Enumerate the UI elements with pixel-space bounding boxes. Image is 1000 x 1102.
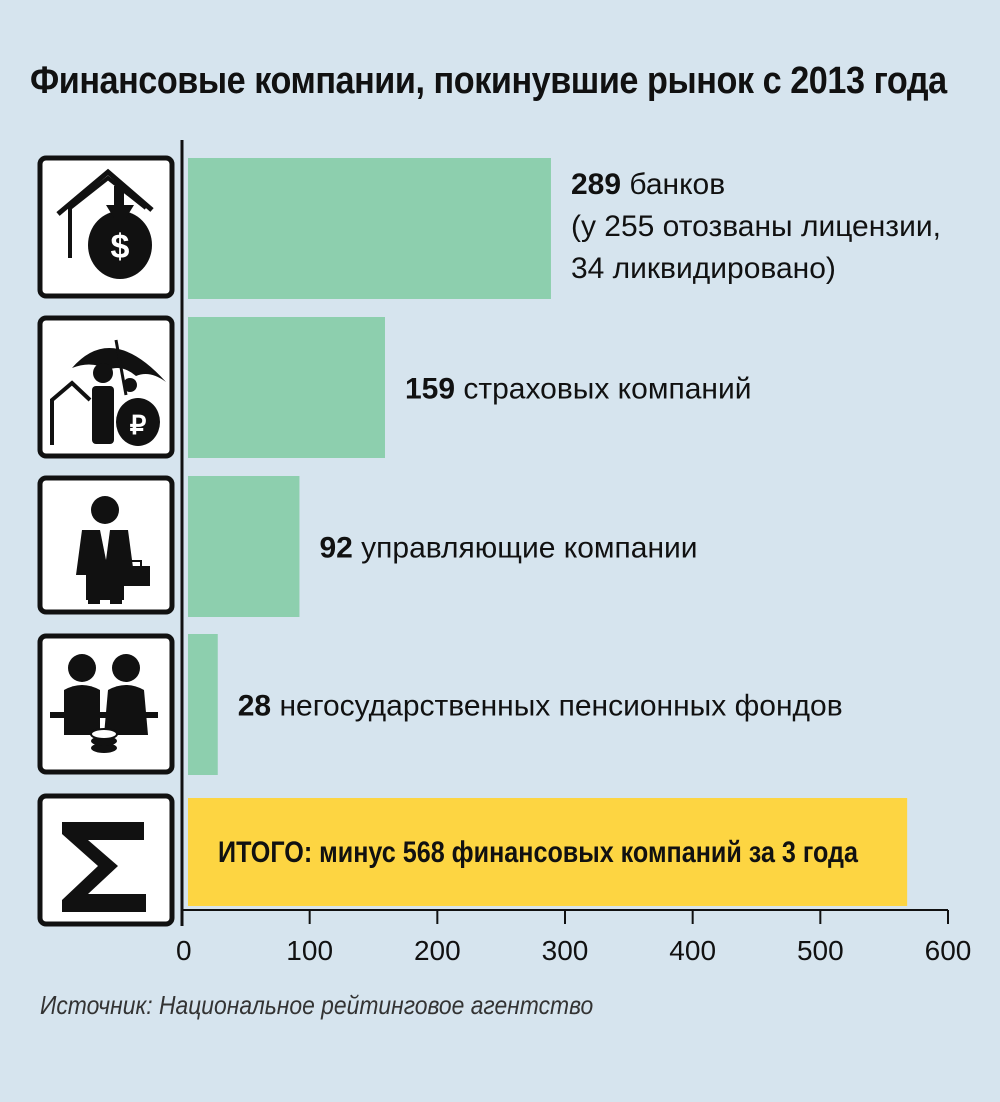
x-tick-label: 500 (797, 935, 844, 966)
total-bar (188, 798, 908, 906)
x-tick-label: 600 (925, 935, 972, 966)
svg-text:$: $ (111, 228, 130, 266)
svg-text:₽: ₽ (130, 410, 147, 440)
house-money-bag-icon: $ (37, 155, 175, 299)
total-label: ИТОГО: минус 568 финансовых компаний за … (218, 836, 858, 869)
x-tick-label: 0 (176, 935, 192, 966)
x-tick-label: 200 (414, 935, 461, 966)
chart-title: Финансовые компании, покинувшие рынок с … (30, 60, 947, 102)
source-note: Источник: Национальное рейтинговое агент… (40, 990, 594, 1020)
umbrella-family-icon: ₽ (37, 315, 175, 459)
bar (188, 634, 218, 775)
x-tick-label: 100 (286, 935, 333, 966)
businessman-briefcase-icon (37, 475, 175, 615)
data-label-note: 34 ликвидировано) (571, 252, 836, 285)
data-label: 92 управляющие компании (319, 532, 697, 565)
data-label-note: (у 255 отозваны лицензии, (571, 210, 941, 243)
bar (188, 476, 300, 617)
bar (188, 317, 385, 458)
x-tick-label: 300 (542, 935, 589, 966)
x-tick-label: 400 (669, 935, 716, 966)
sigma-icon (37, 793, 175, 927)
data-label: 28 негосударственных пенсионных фондов (238, 690, 843, 723)
bar (188, 158, 551, 299)
elderly-couple-coins-icon (37, 633, 175, 775)
data-label: 159 страховых компаний (405, 373, 751, 406)
data-label: 289 банков (571, 168, 725, 201)
